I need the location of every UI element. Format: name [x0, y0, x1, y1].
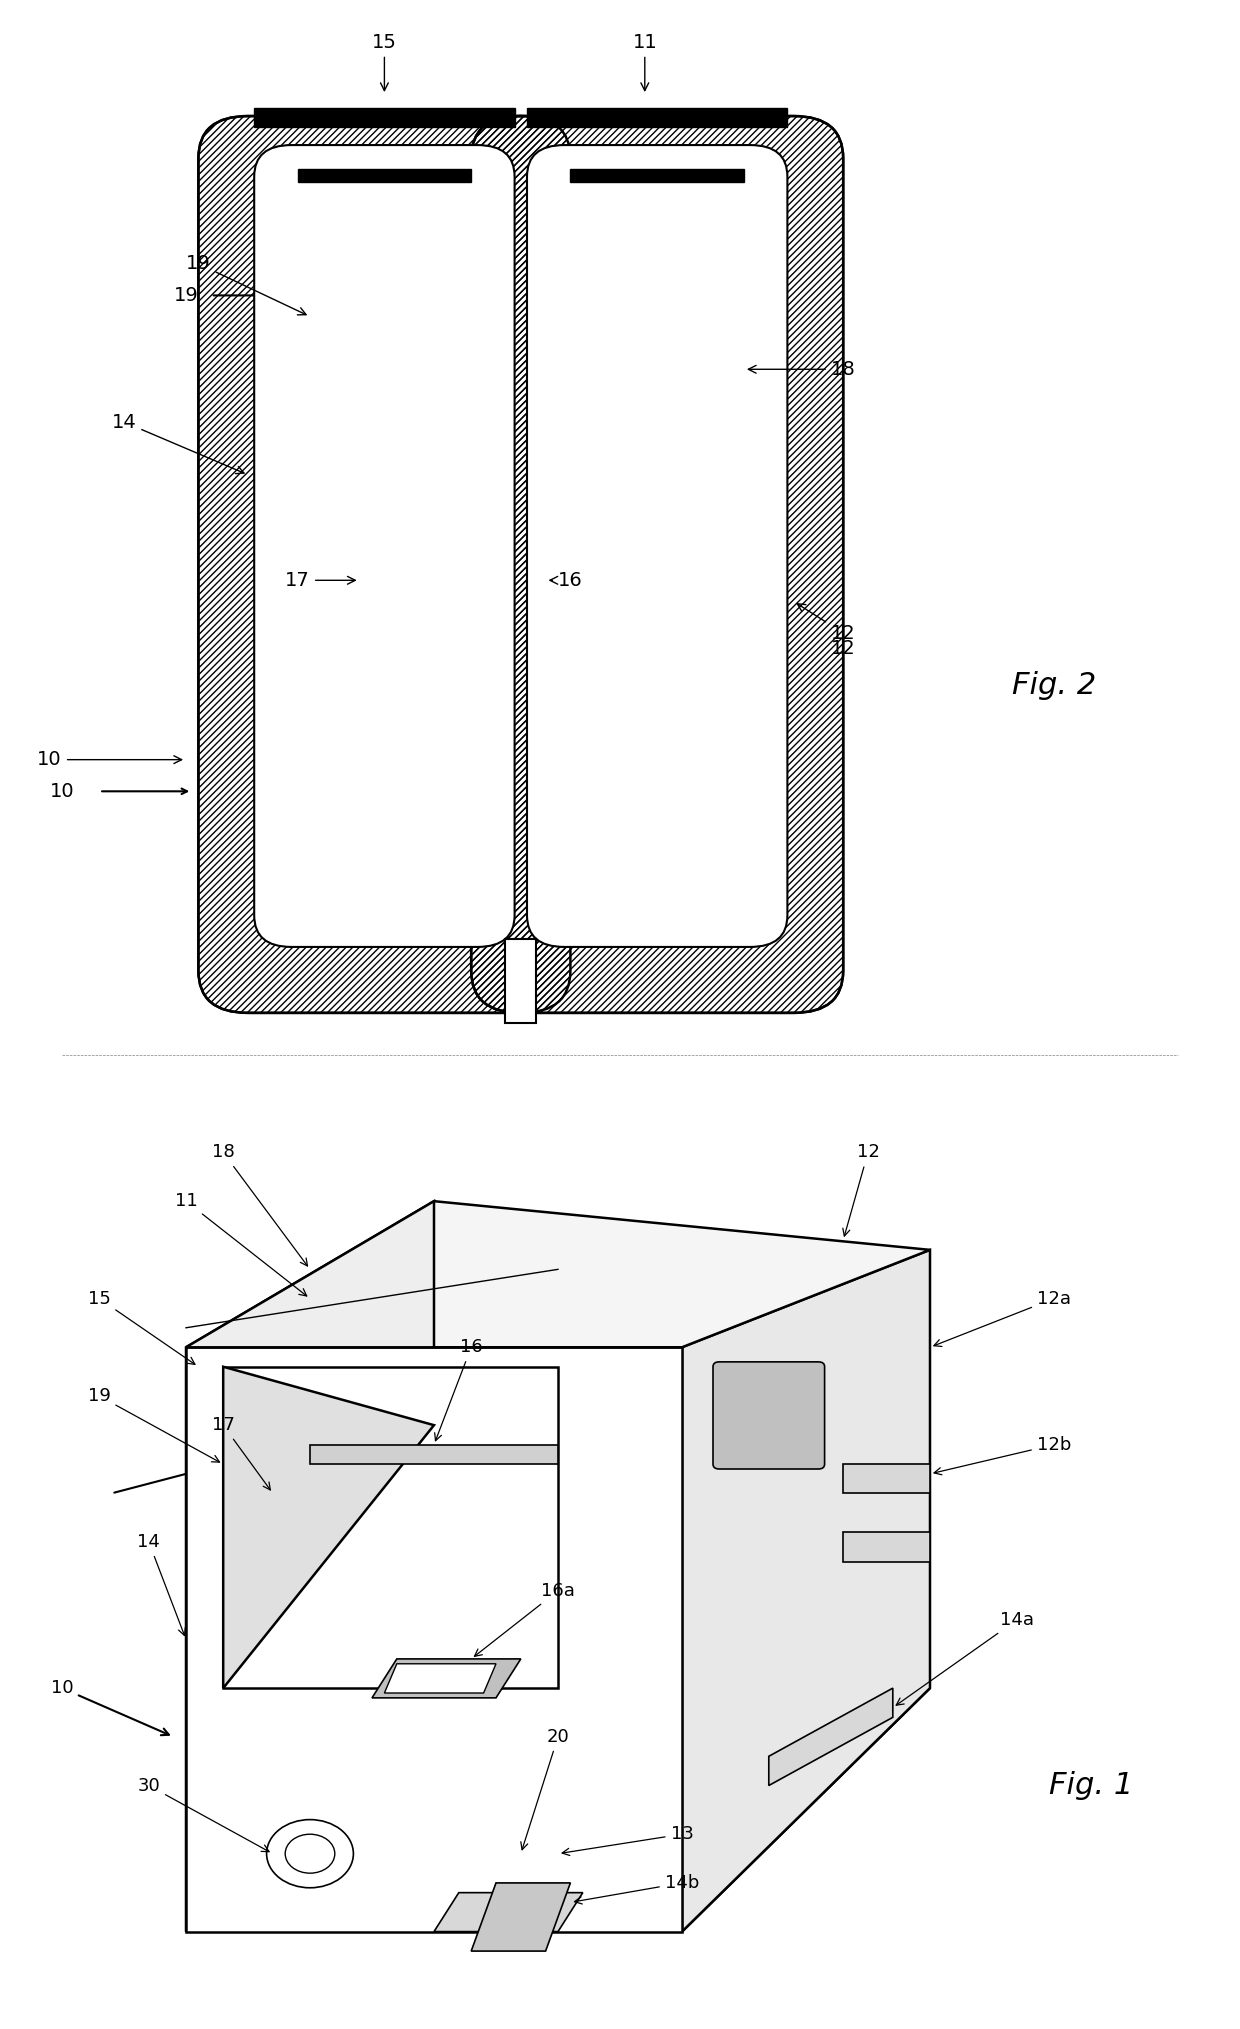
Polygon shape — [843, 1532, 930, 1562]
Text: 10: 10 — [50, 781, 74, 801]
Polygon shape — [682, 1250, 930, 1932]
Polygon shape — [372, 1660, 521, 1698]
Text: Fig. 1: Fig. 1 — [1049, 1771, 1133, 1800]
Text: 10: 10 — [51, 1680, 169, 1735]
Text: 13: 13 — [562, 1826, 693, 1855]
Text: 12: 12 — [831, 639, 856, 657]
Polygon shape — [186, 1201, 434, 1932]
Text: 30: 30 — [138, 1777, 269, 1852]
Text: Fig. 2: Fig. 2 — [1012, 672, 1096, 700]
Circle shape — [428, 1124, 515, 1197]
Text: 19: 19 — [88, 1388, 219, 1463]
Text: 15: 15 — [88, 1290, 195, 1363]
Text: 16a: 16a — [475, 1583, 575, 1656]
Text: 16: 16 — [549, 570, 583, 590]
Text: 14b: 14b — [574, 1875, 699, 1903]
Polygon shape — [769, 1688, 893, 1786]
Text: 14a: 14a — [897, 1611, 1034, 1704]
Text: 12b: 12b — [934, 1437, 1071, 1475]
Text: 14: 14 — [112, 412, 244, 473]
Polygon shape — [310, 1445, 558, 1465]
Text: 17: 17 — [212, 1416, 270, 1489]
Text: 11: 11 — [175, 1193, 306, 1297]
Bar — [527, 108, 787, 126]
Text: 19: 19 — [174, 286, 198, 304]
Polygon shape — [843, 1465, 930, 1493]
Bar — [506, 939, 536, 1023]
FancyBboxPatch shape — [198, 116, 570, 1012]
Bar — [570, 168, 744, 183]
Polygon shape — [471, 1883, 570, 1952]
Circle shape — [403, 1102, 539, 1219]
Text: 14: 14 — [138, 1534, 185, 1635]
Text: 19: 19 — [186, 254, 306, 314]
Polygon shape — [434, 1893, 583, 1932]
Polygon shape — [186, 1347, 682, 1932]
Bar — [254, 108, 515, 126]
Text: 18: 18 — [212, 1144, 308, 1266]
Circle shape — [285, 1834, 335, 1873]
Bar — [298, 168, 471, 183]
Text: 15: 15 — [372, 32, 397, 91]
FancyBboxPatch shape — [471, 116, 843, 1012]
Text: 10: 10 — [37, 751, 182, 769]
Polygon shape — [186, 1688, 930, 1932]
FancyBboxPatch shape — [527, 146, 787, 948]
FancyBboxPatch shape — [713, 1361, 825, 1469]
Text: 11: 11 — [632, 32, 657, 91]
Polygon shape — [186, 1201, 930, 1347]
Polygon shape — [384, 1664, 496, 1692]
Text: 12a: 12a — [934, 1290, 1071, 1347]
Polygon shape — [223, 1368, 558, 1688]
Text: 17: 17 — [285, 597, 310, 617]
Text: 20: 20 — [521, 1729, 569, 1850]
Text: 17: 17 — [285, 570, 356, 590]
Polygon shape — [223, 1368, 434, 1688]
Text: 16: 16 — [546, 597, 570, 617]
Circle shape — [267, 1820, 353, 1887]
Text: 12: 12 — [843, 1144, 879, 1236]
FancyBboxPatch shape — [254, 146, 515, 948]
Text: 18: 18 — [748, 359, 856, 379]
Text: 12: 12 — [797, 605, 856, 643]
Text: 16: 16 — [435, 1339, 482, 1441]
